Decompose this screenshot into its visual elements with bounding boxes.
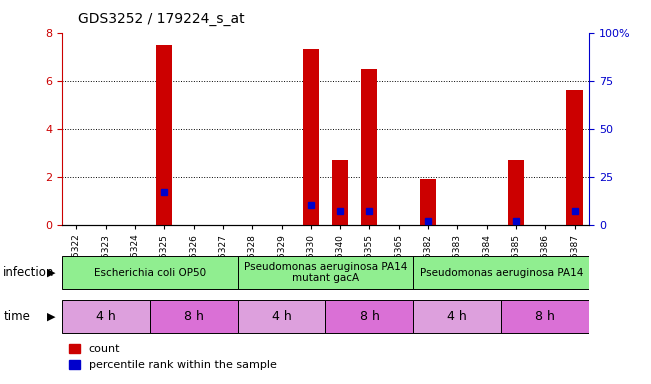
Bar: [508, 160, 524, 225]
Bar: [332, 160, 348, 225]
Text: Escherichia coli OP50: Escherichia coli OP50: [94, 268, 206, 278]
Text: 8 h: 8 h: [184, 310, 204, 323]
Text: infection: infection: [3, 266, 55, 279]
Bar: [501, 300, 589, 333]
Bar: [566, 90, 583, 225]
Bar: [326, 300, 413, 333]
Bar: [62, 300, 150, 333]
Text: 4 h: 4 h: [271, 310, 292, 323]
Text: ▶: ▶: [47, 312, 55, 322]
Text: Pseudomonas aeruginosa PA14
mutant gacA: Pseudomonas aeruginosa PA14 mutant gacA: [244, 262, 407, 283]
Bar: [303, 50, 319, 225]
Bar: [420, 179, 436, 225]
Text: ▶: ▶: [47, 268, 55, 278]
Text: 8 h: 8 h: [359, 310, 380, 323]
Bar: [62, 256, 238, 289]
Text: 4 h: 4 h: [96, 310, 116, 323]
Legend: count, percentile rank within the sample: count, percentile rank within the sample: [64, 340, 281, 375]
Bar: [238, 300, 326, 333]
Bar: [413, 256, 589, 289]
Text: time: time: [3, 310, 30, 323]
Text: 8 h: 8 h: [535, 310, 555, 323]
Text: Pseudomonas aeruginosa PA14: Pseudomonas aeruginosa PA14: [420, 268, 583, 278]
Bar: [156, 45, 173, 225]
Bar: [150, 300, 238, 333]
Bar: [238, 256, 413, 289]
Bar: [413, 300, 501, 333]
Text: GDS3252 / 179224_s_at: GDS3252 / 179224_s_at: [78, 12, 245, 25]
Bar: [361, 69, 378, 225]
Text: 4 h: 4 h: [447, 310, 467, 323]
